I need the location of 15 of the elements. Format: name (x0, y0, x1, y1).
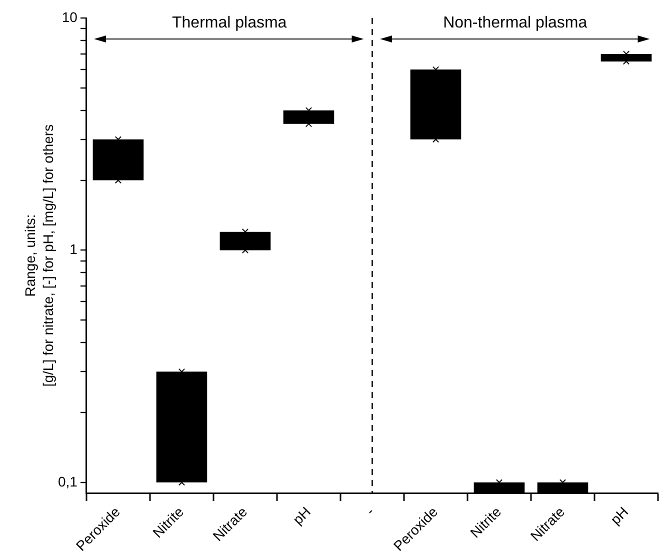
annotation: Non-thermal plasma (443, 14, 588, 32)
bar (600, 54, 652, 62)
x-tick-label: - (362, 503, 378, 518)
x-tick-label: pH (290, 504, 314, 528)
bar (410, 70, 462, 140)
annotation: Thermal plasma (172, 14, 287, 32)
y-tick-label: 1 (70, 241, 78, 258)
bar (220, 232, 271, 250)
y-tick-label: 0,1 (58, 473, 78, 490)
bar (283, 110, 334, 124)
y-tick-label: 10 (62, 8, 78, 25)
x-tick-label: pH (607, 504, 632, 528)
bar (156, 372, 208, 482)
y-axis-title: Range, units: [g/L] for nitrate, [-] for pH, [mg/L] for others (22, 124, 56, 387)
bar (92, 139, 144, 180)
